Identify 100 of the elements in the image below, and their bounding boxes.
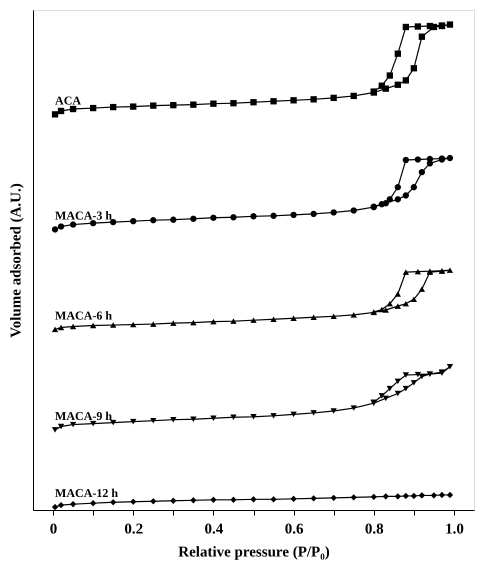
point [330,94,337,102]
point [370,494,377,500]
point [58,502,64,508]
point [350,92,357,100]
x-tick-label: 0 [50,522,58,538]
point [414,372,422,378]
point [230,318,237,324]
point [270,212,277,219]
point [386,72,393,79]
y-axis-title: Volume adsorbed (A.U.) [8,183,24,338]
point [378,393,385,399]
point [386,386,393,392]
point [90,322,96,328]
point [394,303,401,309]
point [402,300,410,306]
point [410,65,418,72]
point [330,314,337,320]
point [70,501,76,508]
point [52,504,58,510]
point [90,104,96,112]
point [170,416,176,422]
point [70,422,76,428]
point [402,24,410,30]
point [230,100,237,106]
series-label: MACA-6 h [55,308,112,322]
point [394,82,401,88]
point [330,408,337,414]
point [52,326,58,332]
x-tick-label: 0.4 [204,522,224,538]
point [402,77,410,84]
point [150,217,156,224]
point [446,154,454,162]
point [230,214,237,220]
point [58,223,64,230]
series-label: ACA [55,93,82,108]
point [210,214,217,221]
point [410,492,418,500]
point [130,218,136,224]
x-tick-label: 0.2 [124,522,144,538]
point [190,416,197,422]
point [382,396,389,402]
series-label: MACA-12 h [55,486,118,500]
point [150,321,156,327]
point [270,496,277,502]
point [210,318,217,324]
point [394,50,401,57]
point [190,216,197,222]
point [52,427,58,433]
point [410,380,418,386]
point [58,324,64,330]
point [438,492,446,498]
point [170,498,176,504]
x-tick-label: 0.6 [284,522,304,538]
point [290,412,297,418]
point [414,156,422,163]
point [418,286,426,292]
point [290,212,297,218]
point [310,96,317,102]
point [58,424,64,430]
point [446,492,454,498]
point [150,102,156,109]
point [350,312,357,318]
point [382,493,389,500]
point [210,100,217,107]
point [110,420,116,426]
point [150,498,156,504]
point [402,156,410,164]
point [270,98,277,104]
point [70,221,76,228]
point [250,496,257,502]
point [446,364,454,370]
point [378,82,385,89]
point [386,300,393,306]
point [290,316,297,321]
x-axis-title: Relative pressure (P/P₀) [178,544,330,560]
point [170,216,176,223]
point [414,268,422,274]
point [170,320,176,326]
series-label: MACA-9 h [55,408,112,423]
point [130,418,136,424]
point [426,156,434,162]
point [52,226,58,233]
point [110,322,116,328]
point [330,494,337,502]
point [70,324,76,330]
point [394,390,401,396]
point [52,111,58,118]
point [170,102,176,108]
point [130,322,136,328]
point [110,499,116,506]
point [410,184,418,190]
point [350,207,357,214]
point [250,317,257,323]
point [418,34,426,40]
point [290,97,297,104]
point [310,410,317,416]
point [230,414,237,420]
point [418,492,426,499]
point [70,106,76,112]
point [110,218,116,226]
